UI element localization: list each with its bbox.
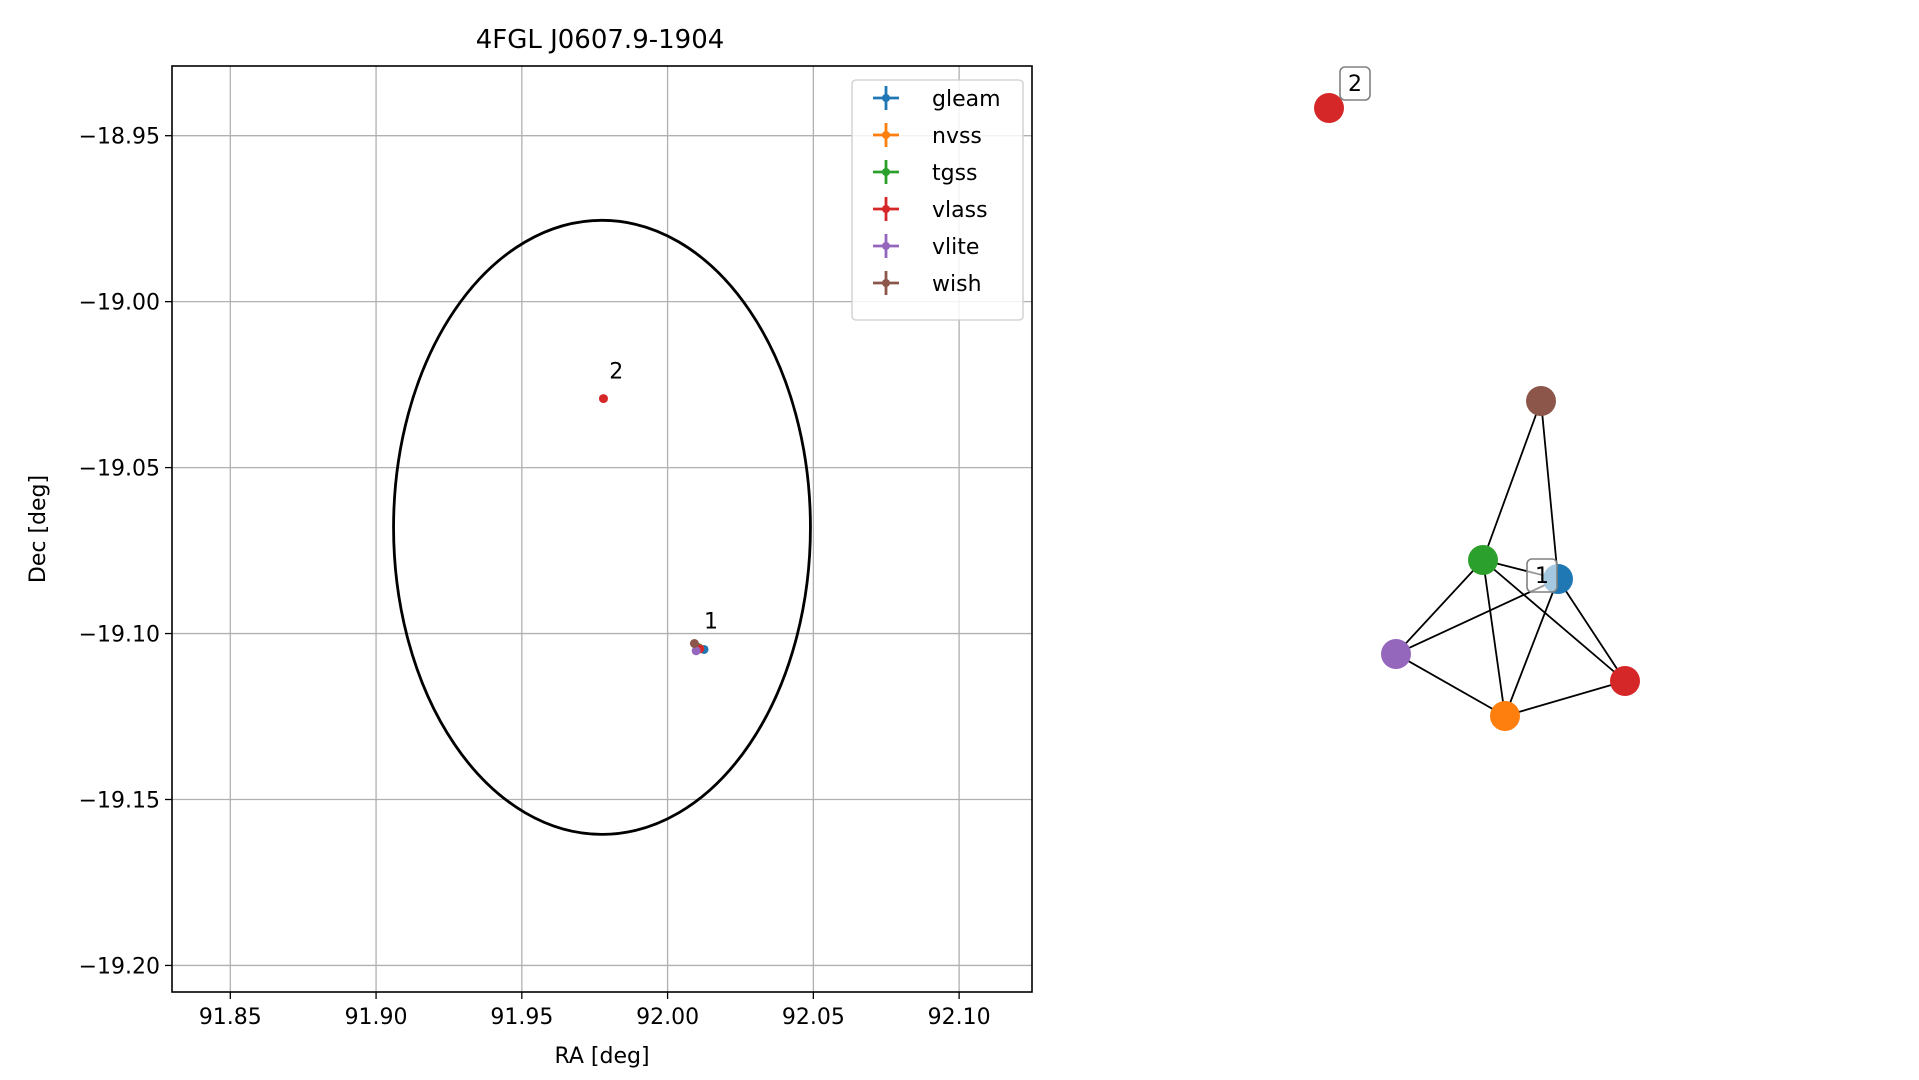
chart-title: 4FGL J0607.9-1904 bbox=[476, 25, 725, 55]
edge-layer bbox=[1395, 400, 1626, 717]
network-label-box bbox=[1339, 66, 1371, 101]
point-annotation: 1 bbox=[704, 610, 718, 635]
y-tick-label: −18.95 bbox=[79, 125, 160, 150]
point-vlass bbox=[598, 394, 608, 404]
network-node-nvss bbox=[1490, 701, 1520, 731]
legend-label-vlite: vlite bbox=[932, 235, 979, 260]
legend: gleam nvss tgss vlass vlite wish bbox=[851, 79, 1024, 321]
x-tick-label: 92.00 bbox=[636, 1005, 699, 1030]
legend-label-wish: wish bbox=[932, 272, 982, 297]
x-tick-label: 91.85 bbox=[199, 1005, 262, 1030]
legend-label-gleam: gleam bbox=[932, 87, 1001, 112]
x-axis-label: RA [deg] bbox=[554, 1044, 649, 1069]
y-tick-label: −19.20 bbox=[79, 954, 160, 979]
network-edge bbox=[1482, 400, 1542, 561]
network-label-layer: 12 bbox=[1339, 66, 1558, 593]
y-tick-label: −19.15 bbox=[79, 788, 160, 813]
legend-marker-dot bbox=[882, 279, 890, 287]
network-node-wish bbox=[1526, 386, 1556, 416]
network-label-text: 1 bbox=[1535, 564, 1549, 589]
y-tick-label: −19.00 bbox=[79, 291, 160, 316]
scatter-panel: 4FGL J0607.9-1904 21 91.85 91.90 91.95 92.0… bbox=[26, 25, 1033, 1069]
legend-label-tgss: tgss bbox=[932, 161, 978, 186]
network-node-tgss bbox=[1468, 545, 1498, 575]
network-edge bbox=[1395, 559, 1484, 655]
network-node-vlass-2 bbox=[1314, 93, 1344, 123]
legend-marker-dot bbox=[882, 94, 890, 102]
y-tick-label: −19.05 bbox=[79, 457, 160, 482]
legend-marker-dot bbox=[882, 131, 890, 139]
uncertainty-ellipse bbox=[392, 218, 812, 836]
network-node-vlite bbox=[1381, 639, 1411, 669]
node-layer bbox=[1314, 93, 1640, 731]
network-edge bbox=[1540, 400, 1559, 580]
y-axis-label: Dec [deg] bbox=[26, 475, 51, 583]
legend-label-nvss: nvss bbox=[932, 124, 982, 149]
data-layer: 21 bbox=[392, 218, 812, 836]
legend-marker-dot bbox=[882, 242, 890, 250]
network-edge bbox=[1557, 578, 1626, 682]
point-annotation: 2 bbox=[609, 360, 623, 385]
network-edge bbox=[1504, 680, 1626, 717]
x-tick-label: 92.10 bbox=[928, 1005, 991, 1030]
network-panel: 12 bbox=[1314, 66, 1640, 731]
point-vlite bbox=[691, 646, 701, 656]
y-tick-label: −19.10 bbox=[79, 623, 160, 648]
legend-marker-dot bbox=[882, 205, 890, 213]
x-tick-label: 92.05 bbox=[782, 1005, 845, 1030]
legend-box bbox=[851, 79, 1024, 321]
legend-marker-dot bbox=[882, 168, 890, 176]
network-edge bbox=[1482, 559, 1506, 717]
legend-label-vlass: vlass bbox=[932, 198, 988, 223]
x-tick-label: 91.95 bbox=[490, 1005, 553, 1030]
network-node-vlass bbox=[1610, 666, 1640, 696]
x-tick-label: 91.90 bbox=[345, 1005, 408, 1030]
network-label-box bbox=[1526, 558, 1558, 593]
tick-layer: 91.85 91.90 91.95 92.00 92.05 92.10 −18.95 −19.… bbox=[79, 125, 991, 1030]
point-wish bbox=[689, 639, 699, 649]
network-edge bbox=[1504, 578, 1559, 717]
network-label-text: 2 bbox=[1348, 72, 1362, 97]
network-edge bbox=[1482, 559, 1626, 682]
plot-frame bbox=[171, 65, 1033, 993]
network-edge bbox=[1395, 653, 1506, 717]
